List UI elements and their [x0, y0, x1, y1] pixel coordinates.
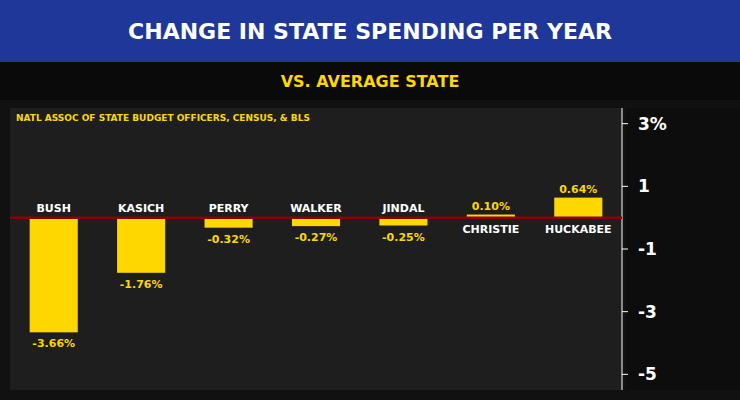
bar [292, 218, 340, 226]
data-label: -0.32% [207, 233, 250, 246]
tick-label: 1 [638, 176, 650, 196]
tick-mark [622, 311, 628, 312]
plot-area [10, 108, 622, 390]
data-label: -1.76% [120, 278, 163, 291]
background [0, 0, 740, 400]
tick-label: -5 [638, 364, 657, 384]
category-label: HUCKABEE [545, 223, 612, 236]
category-label: BUSH [36, 202, 70, 215]
y-axis-line [622, 108, 623, 390]
bar [30, 218, 78, 333]
zero-line [10, 216, 622, 219]
category-label: KASICH [118, 202, 164, 215]
data-label: -0.27% [295, 231, 338, 244]
bar [117, 218, 165, 273]
tick-mark [622, 374, 628, 375]
title-bar [0, 0, 740, 62]
data-label: -3.66% [32, 337, 75, 350]
tick-area [626, 108, 740, 390]
data-label: 0.10% [472, 200, 510, 213]
tick-label: -1 [638, 239, 657, 259]
category-label: CHRISTIE [462, 223, 519, 236]
bar [554, 198, 602, 218]
chart: CHANGE IN STATE SPENDING PER YEAR VS. AVE… [0, 0, 740, 400]
data-label: -0.25% [382, 231, 425, 244]
tick-label: -3 [638, 302, 657, 322]
tick-mark [622, 123, 628, 124]
subtitle: VS. AVERAGE STATE [281, 72, 460, 91]
subtitle-bar [0, 62, 740, 100]
tick-mark [622, 249, 628, 250]
category-label: PERRY [209, 202, 250, 215]
source-note: NATL ASSOC OF STATE BUDGET OFFICERS, CEN… [16, 113, 310, 123]
title: CHANGE IN STATE SPENDING PER YEAR [128, 19, 612, 44]
category-label: JINDAL [381, 202, 424, 215]
tick-label: 3% [638, 114, 667, 134]
category-label: WALKER [290, 202, 342, 215]
tick-mark [622, 186, 628, 187]
bar [205, 218, 253, 228]
data-label: 0.64% [559, 183, 597, 196]
